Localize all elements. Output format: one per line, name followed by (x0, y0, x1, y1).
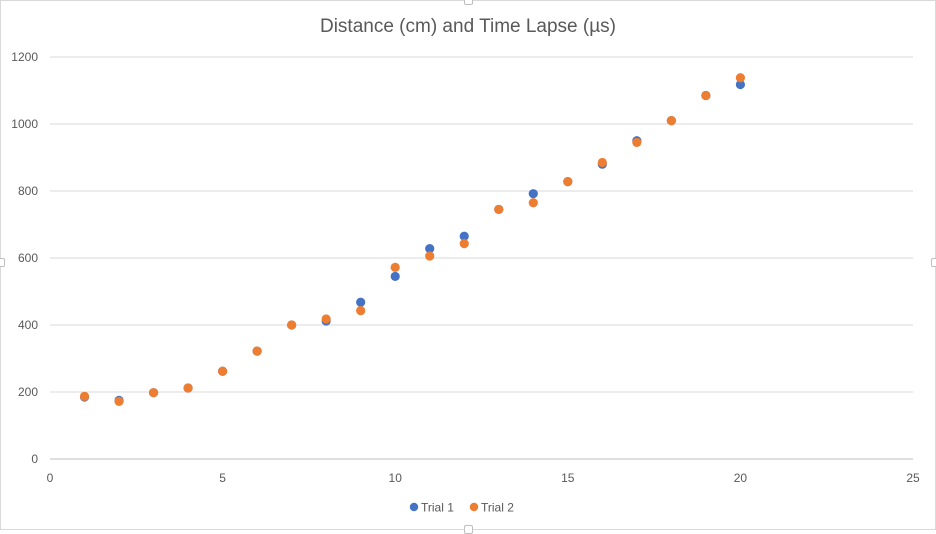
legend-marker (469, 502, 479, 512)
data-point[interactable] (494, 204, 504, 215)
data-point[interactable] (183, 383, 193, 393)
data-point[interactable] (528, 198, 538, 208)
x-tick-label: 0 (47, 471, 54, 485)
data-point[interactable] (356, 305, 366, 316)
x-tick-label: 15 (561, 471, 575, 485)
data-point[interactable] (459, 238, 469, 249)
x-tick-label: 20 (734, 471, 748, 485)
y-tick-label: 600 (18, 251, 38, 265)
data-point[interactable] (79, 391, 90, 401)
data-point[interactable] (252, 346, 262, 356)
y-tick-label: 1200 (11, 50, 38, 64)
gridlines (50, 56, 913, 460)
data-point[interactable] (597, 157, 607, 168)
data-points (79, 73, 746, 406)
data-point[interactable] (666, 116, 676, 126)
axes: 0 200 400 600 800 1000 1200 0 5 10 15 20 25 (11, 50, 920, 485)
x-tick-label: 5 (219, 471, 226, 485)
data-point[interactable] (425, 244, 435, 254)
data-point[interactable] (287, 320, 297, 330)
legend-marker (409, 502, 419, 512)
y-tick-label: 400 (18, 318, 38, 332)
data-point[interactable] (321, 314, 331, 324)
chart-title: Distance (cm) and Time Lapse (µs) (320, 16, 616, 37)
data-point[interactable] (563, 177, 573, 187)
data-point[interactable] (218, 366, 228, 376)
data-point[interactable] (528, 189, 538, 199)
y-tick-label: 1000 (11, 117, 38, 131)
top-resize-handle[interactable] (464, 0, 473, 5)
data-point[interactable] (735, 73, 746, 83)
data-point[interactable] (425, 251, 435, 261)
data-point[interactable] (114, 396, 124, 406)
left-resize-handle[interactable] (0, 258, 5, 267)
right-resize-handle[interactable] (931, 258, 936, 267)
y-tick-label: 200 (18, 385, 38, 399)
data-point[interactable] (632, 137, 642, 148)
data-point[interactable] (459, 231, 469, 241)
data-point[interactable] (735, 79, 746, 90)
data-point[interactable] (148, 388, 159, 398)
data-point[interactable] (356, 297, 366, 307)
legend-label: Trial 1 (421, 501, 454, 515)
legend-label: Trial 2 (481, 501, 514, 515)
legend: Trial 1 Trial 2 (409, 501, 514, 515)
x-tick-label: 25 (906, 471, 920, 485)
data-point[interactable] (390, 262, 400, 272)
data-point[interactable] (390, 271, 400, 282)
data-point[interactable] (701, 90, 711, 101)
y-tick-label: 0 (31, 452, 38, 466)
x-tick-label: 10 (389, 471, 403, 485)
y-tick-label: 800 (18, 184, 38, 198)
